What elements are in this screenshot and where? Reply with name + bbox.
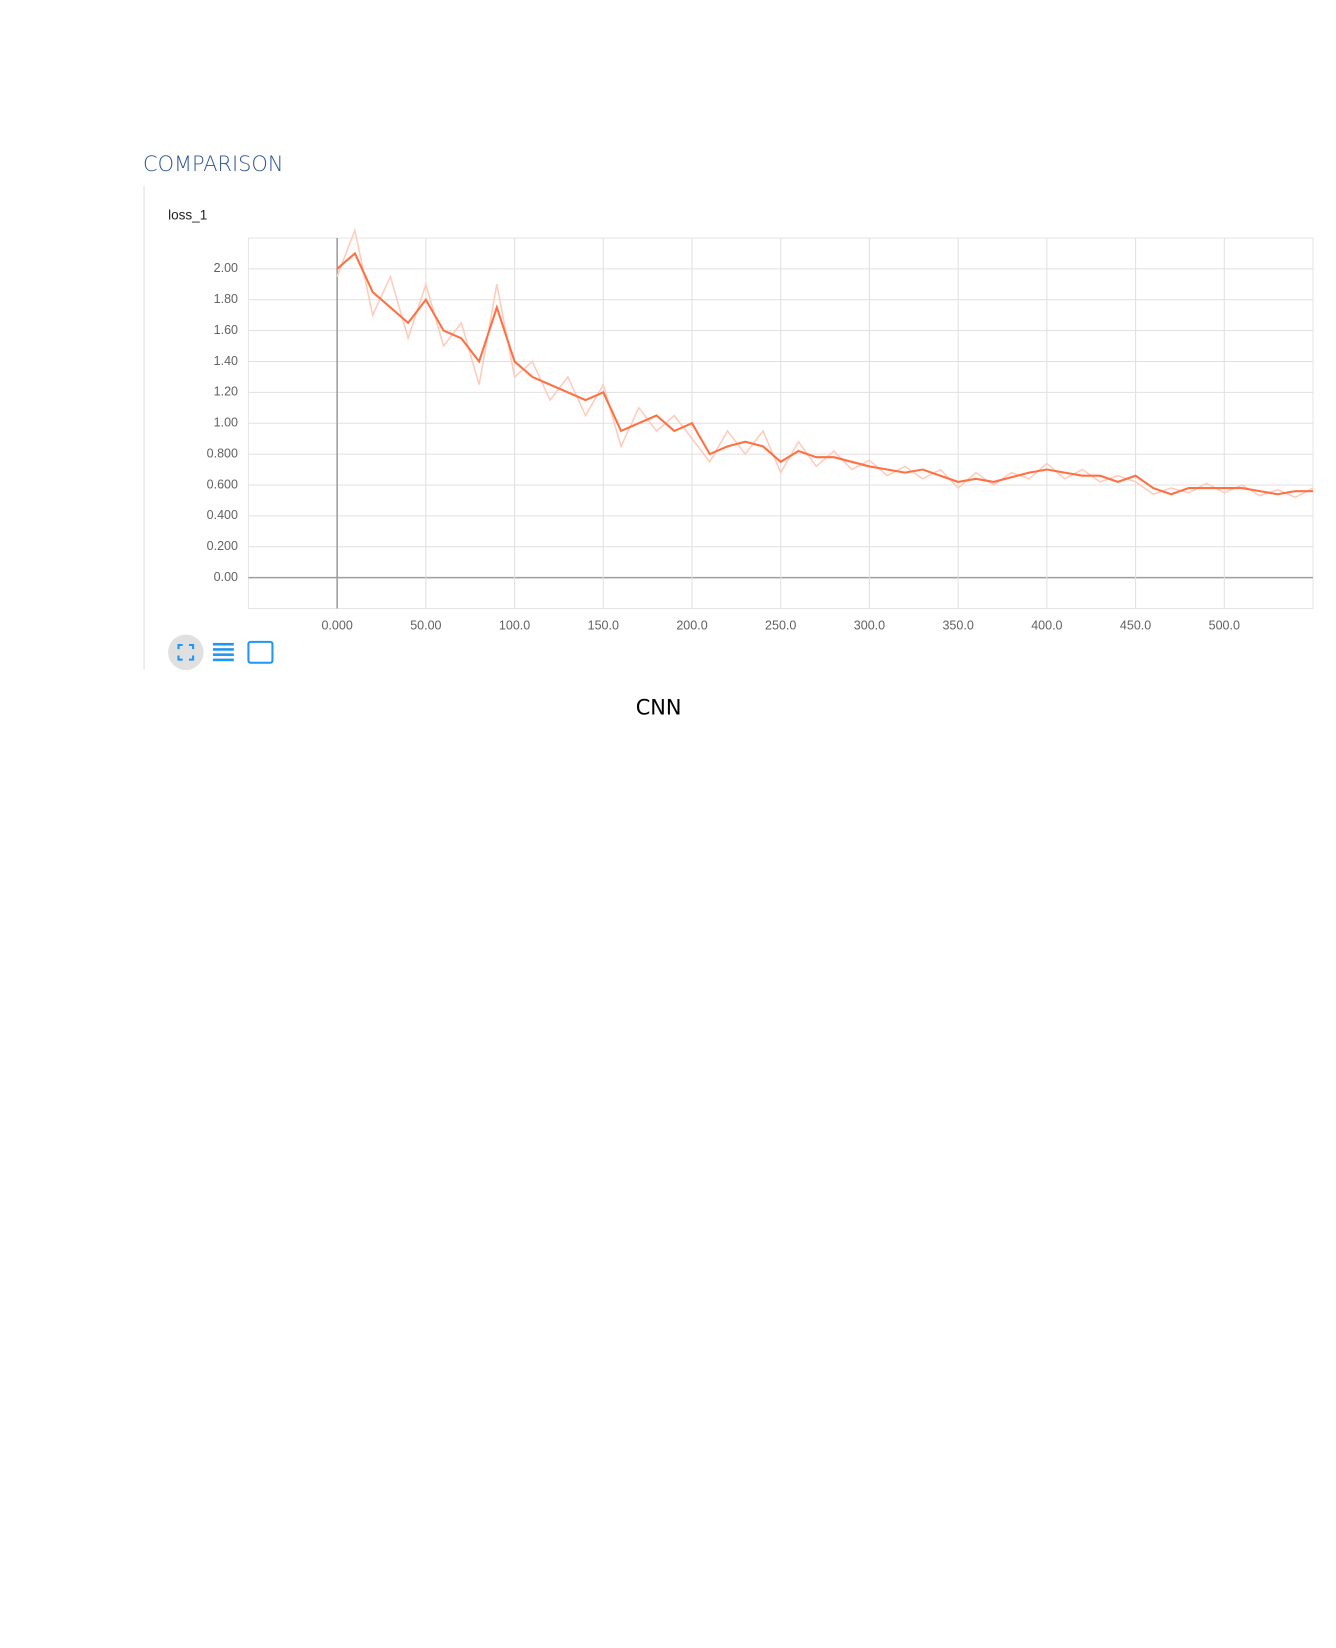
y-tick-label: 0.800 [207, 446, 238, 460]
x-tick-label: 500.0 [1209, 619, 1240, 633]
x-tick-label: 400.0 [1031, 619, 1062, 633]
y-tick-label: 1.40 [214, 354, 238, 368]
toolbar [168, 634, 274, 671]
heading: COMPARISON [143, 152, 283, 176]
x-tick-label: 300.0 [854, 619, 885, 633]
x-tick-label: 150.0 [588, 619, 619, 633]
plot: 0.00 0.200 0.400 0.600 0.800 1.00 1.20 1.40 1.60… [207, 227, 1314, 633]
x-tick-label: 450.0 [1120, 619, 1151, 633]
x-tick-label: 100.0 [499, 619, 530, 633]
y-tick-label: 2.00 [214, 261, 238, 275]
fullscreen-button[interactable] [168, 634, 204, 671]
y-tick-label: 0.00 [214, 570, 238, 584]
x-tick-label: 0.000 [321, 619, 352, 633]
chart-title: loss_1 [168, 208, 207, 223]
y-tick-label: 1.20 [214, 385, 238, 399]
fit-button[interactable] [247, 640, 274, 664]
y-tick-label: 0.200 [207, 539, 238, 553]
y-tick-label: 0.400 [207, 508, 238, 522]
x-tick-label: 250.0 [765, 619, 796, 633]
list-button[interactable] [212, 642, 234, 662]
fullscreen-icon [177, 643, 195, 661]
x-tick-label: 50.00 [410, 619, 441, 633]
y-tick-label: 1.00 [214, 416, 238, 430]
series-line [336, 227, 1314, 499]
x-tick-label: 350.0 [942, 619, 973, 633]
x-tick-label: 200.0 [676, 619, 707, 633]
y-tick-label: 0.600 [207, 477, 238, 491]
y-tick-label: 1.80 [214, 292, 238, 306]
caption: CNN [636, 696, 682, 720]
y-tick-label: 1.60 [214, 323, 238, 337]
series-line [336, 251, 1314, 496]
